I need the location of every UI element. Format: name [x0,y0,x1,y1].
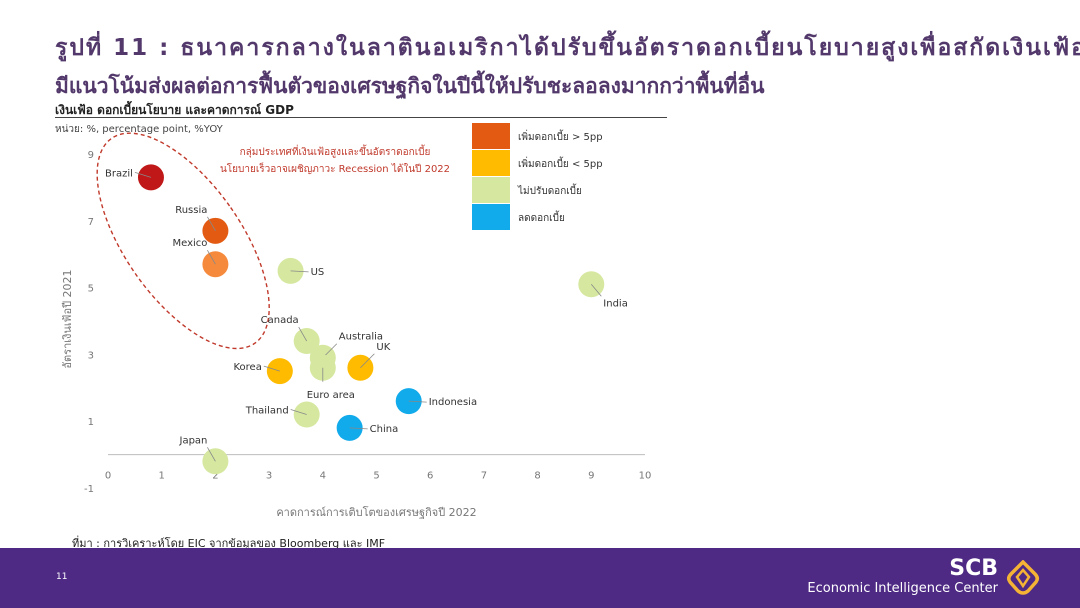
leader-line [207,216,216,232]
point-label: Indonesia [429,397,477,408]
x-tick-label: 9 [588,471,594,482]
leader-line [290,409,307,415]
y-tick-label: -1 [84,484,94,495]
unit-note: หน่วย: %, percentage point, %YOY [55,124,223,135]
y-tick-label: 3 [88,350,94,361]
legend-label: ไม่ปรับดอกเบี้ย [517,183,582,197]
x-tick-label: 5 [373,471,379,482]
leader-line [134,171,152,178]
subtitle-underline [55,117,667,118]
point-label: Japan [179,435,208,446]
annotation-line2: นโยบายเร็วอาจเผชิญภาวะ Recession ได้ในปี… [220,161,450,175]
leader-line [349,427,368,430]
y-axis-title: อัตราเงินเฟ้อปี 2021 [61,269,74,368]
x-tick-label: 10 [639,471,652,482]
leader-line [360,353,375,369]
point-label: Canada [261,315,299,326]
highlight-ellipse [96,132,270,350]
legend-swatch [472,177,510,203]
scb-logo-icon [1006,560,1040,595]
point-label: China [370,424,399,435]
leader-line [207,250,216,265]
leader-line [590,284,602,297]
x-tick-label: 6 [427,471,433,482]
leader-line [298,326,308,342]
legend-swatch [472,123,510,149]
brand-name: SCB [949,556,998,581]
y-tick-label: 5 [88,284,94,295]
page-number: 11 [56,572,68,582]
point-label: Korea [233,362,261,373]
point-label: Mexico [172,238,207,249]
x-tick-label: 7 [481,471,487,482]
point-label: Brazil [105,168,133,179]
legend-swatch [472,204,510,230]
point-label: Thailand [245,406,289,417]
leader-line [207,447,216,462]
legend-label: เพิ่มดอกเบี้ย > 5pp [518,129,603,143]
point-label: UK [376,342,390,353]
x-tick-label: 3 [266,471,272,482]
source-note: ที่มา : การวิเคราะห์โดย EIC จากข้อมูลของ… [72,537,386,550]
x-tick-label: 0 [105,471,111,482]
point-label: US [311,267,325,278]
y-tick-label: 9 [88,150,94,161]
x-tick-label: 2 [212,471,218,482]
leader-line [408,400,427,403]
leader-line [263,365,280,372]
scatter-chart: 0 1 2 3 4 5 6 7 8 9 10 -1 1 3 5 7 9 คาดการณ์การเติบโตของเ… [61,123,652,519]
point-label: Russia [175,205,207,216]
chart-subtitle: เงินเฟ้อ ดอกเบี้ยนโยบาย และคาดการณ์ GDP [55,103,294,117]
annotation-line1: กลุ่มประเทศที่เงินเฟ้อสูงและขึ้นอัตราดอก… [240,144,431,158]
x-tick-label: 8 [534,471,540,482]
point-label: Australia [339,332,383,343]
legend-swatch [472,150,510,176]
legend-label: เพิ่มดอกเบี้ย < 5pp [518,156,603,170]
y-tick-label: 7 [88,217,94,228]
x-tick-label: 1 [159,471,165,482]
brand-subtitle: Economic Intelligence Center [807,581,998,596]
legend-label: ลดดอกเบี้ย [518,210,565,224]
page-title: รูปที่ 11 : ธนาคารกลางในลาตินอเมริกาได้ป… [55,35,1080,61]
page-title-line2: มีแนวโน้มส่งผลต่อการฟื้นตัวของเศรษฐกิจใน… [55,74,765,98]
point-label: India [603,298,628,309]
point-label: Euro area [307,390,355,401]
x-axis-title: คาดการณ์การเติบโตของเศรษฐกิจปี 2022 [276,505,476,519]
y-tick-label: 1 [88,417,94,428]
footer-bar: 11 SCB Economic Intelligence Center [0,548,1080,608]
x-tick-label: 4 [320,471,326,482]
leader-line [290,270,309,273]
